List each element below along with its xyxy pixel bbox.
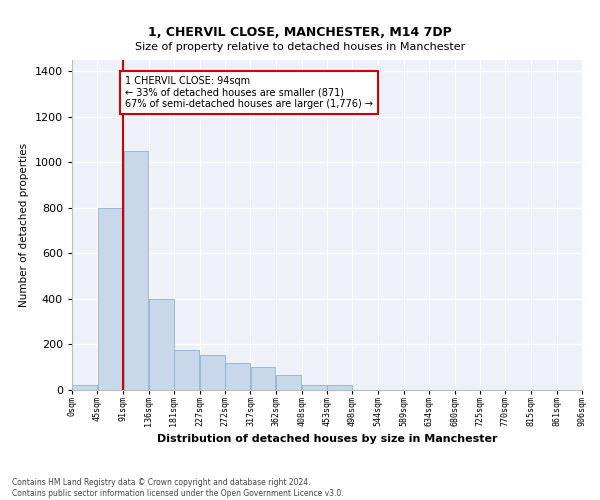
Bar [73, 386, 97, 390]
Text: 1, CHERVIL CLOSE, MANCHESTER, M14 7DP: 1, CHERVIL CLOSE, MANCHESTER, M14 7DP [148, 26, 452, 39]
Bar [251, 367, 275, 390]
Bar [174, 350, 199, 390]
Bar [226, 362, 250, 390]
Text: 1 CHERVIL CLOSE: 94sqm
← 33% of detached houses are smaller (871)
67% of semi-de: 1 CHERVIL CLOSE: 94sqm ← 33% of detached… [125, 76, 373, 109]
Text: Size of property relative to detached houses in Manchester: Size of property relative to detached ho… [135, 42, 465, 52]
Text: Contains HM Land Registry data © Crown copyright and database right 2024.
Contai: Contains HM Land Registry data © Crown c… [12, 478, 344, 498]
X-axis label: Distribution of detached houses by size in Manchester: Distribution of detached houses by size … [157, 434, 497, 444]
Bar [302, 386, 326, 390]
Bar [328, 386, 352, 390]
Bar [276, 375, 301, 390]
Bar [98, 208, 122, 390]
Y-axis label: Number of detached properties: Number of detached properties [19, 143, 29, 307]
Bar [200, 354, 225, 390]
Bar [149, 299, 173, 390]
Bar [124, 151, 148, 390]
